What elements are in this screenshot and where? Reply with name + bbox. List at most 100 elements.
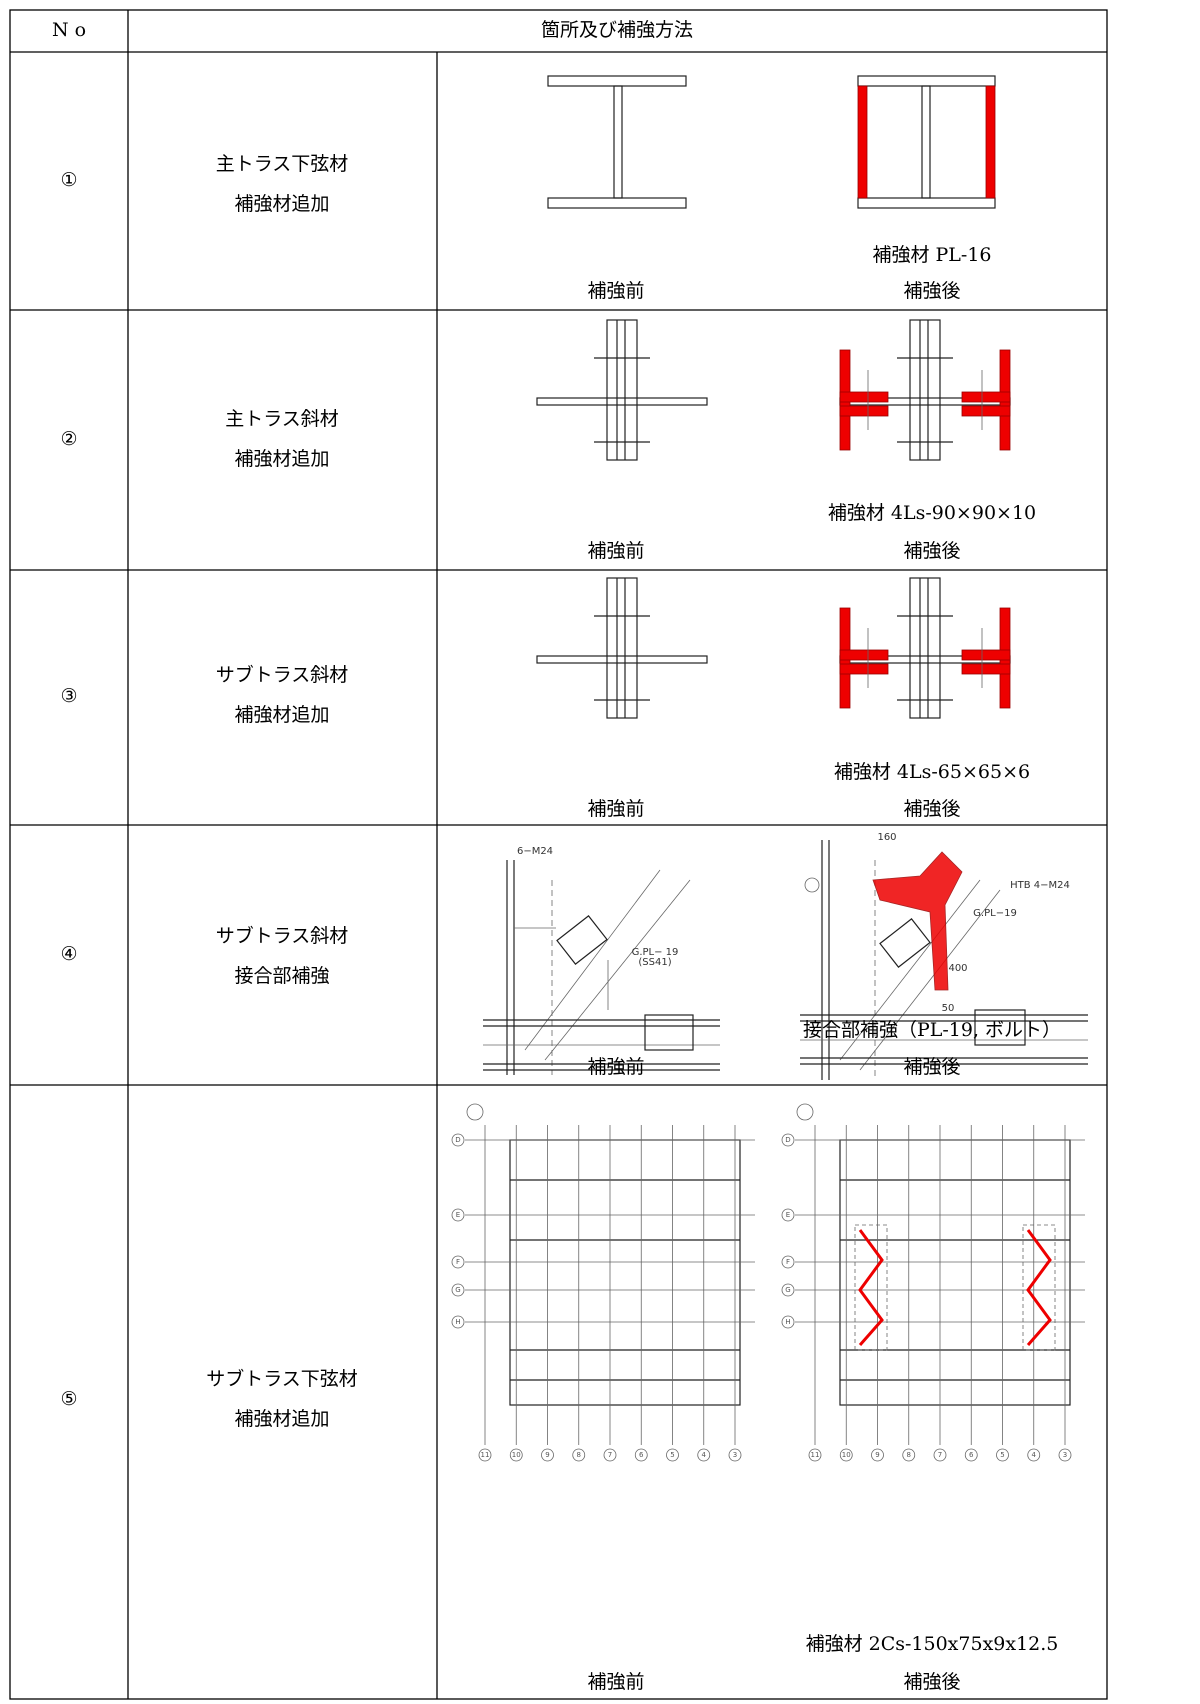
- north-mark: [466, 1103, 484, 1121]
- plan-col-label: 10: [842, 1451, 851, 1459]
- plan-col-mark: [541, 1448, 554, 1462]
- plan-col-mark: [996, 1448, 1009, 1462]
- plan-row-label: F: [456, 1258, 460, 1266]
- plan-row-mark: [781, 1315, 795, 1329]
- brace-area: [1022, 1224, 1056, 1351]
- note: 補強材 PL-16: [872, 244, 991, 266]
- plan-row-label: E: [456, 1211, 460, 1219]
- angle-red: [961, 405, 1011, 417]
- plan-col-label: 3: [733, 1451, 737, 1459]
- note: 補強材 2Cs-150x75x9x12.5: [806, 1633, 1059, 1655]
- plan-col-label: 5: [1000, 1451, 1004, 1459]
- method: 補強材追加: [234, 448, 329, 470]
- plan-col-mark: [666, 1448, 679, 1462]
- gusset: [536, 655, 708, 664]
- plan-col-mark: [697, 1448, 711, 1462]
- plan-col-label: 9: [875, 1451, 879, 1459]
- location: サブトラス下弦材: [206, 1367, 358, 1390]
- plan-row-mark: [781, 1255, 795, 1269]
- before-label: 補強前: [587, 1671, 644, 1693]
- plan-row-label: H: [455, 1318, 460, 1326]
- brace-red: [858, 1229, 884, 1346]
- row-number: ④: [60, 943, 77, 965]
- plan-row-label: D: [455, 1136, 460, 1144]
- plan-col-mark: [572, 1448, 586, 1462]
- gusset: [536, 397, 708, 406]
- plan-row-label: G: [455, 1286, 460, 1294]
- plan-row-mark: [781, 1208, 795, 1222]
- angle-red: [961, 663, 1011, 675]
- member: [606, 319, 638, 461]
- plan-grid: D E F G H 11 10 9 8 7 6 5 4 3: [781, 1103, 1085, 1462]
- location: 主トラス斜材: [225, 408, 339, 430]
- plan-row-mark: [781, 1283, 795, 1297]
- angle-red: [839, 391, 889, 403]
- row-number: ③: [60, 685, 77, 707]
- plan-col-label: 11: [481, 1451, 490, 1459]
- before-label: 補強前: [587, 798, 644, 820]
- plan-col-mark: [1058, 1448, 1072, 1462]
- note: 接合部補強（PL-19, ボルト）: [803, 1019, 1061, 1041]
- plan-col-label: 7: [938, 1451, 942, 1459]
- method: 補強材追加: [234, 1408, 329, 1430]
- brace-area: [854, 1224, 888, 1351]
- detail-label: (SS41): [638, 957, 671, 968]
- before-label: 補強前: [587, 540, 644, 562]
- before-label: 補強前: [587, 280, 644, 302]
- plan-col-mark: [871, 1448, 884, 1462]
- plan-col-mark: [1027, 1448, 1041, 1462]
- plan-row-label: G: [785, 1286, 790, 1294]
- detail-label: G.PL−19: [973, 908, 1017, 919]
- detail-label: 50: [942, 1003, 955, 1014]
- method: 補強材追加: [234, 193, 329, 215]
- plan-col-mark: [902, 1448, 916, 1462]
- row-number: ⑤: [60, 1388, 77, 1410]
- detail-label: G.PL− 19: [632, 947, 679, 958]
- table-frame: [9, 9, 1108, 1700]
- angle-red: [961, 391, 1011, 403]
- plan-col-mark: [728, 1448, 742, 1462]
- member: [909, 577, 941, 719]
- north-mark: [796, 1103, 814, 1121]
- detail-label: HTB 4−M24: [1010, 880, 1070, 891]
- angle-red: [839, 663, 889, 675]
- plan-col-mark: [808, 1448, 822, 1462]
- plan-grid: D E F G H 11 10 9 8 7 6 5 4 3: [451, 1103, 755, 1462]
- row-number: ①: [60, 169, 77, 191]
- plan-col-label: 8: [577, 1451, 581, 1459]
- plan-col-label: 8: [907, 1451, 911, 1459]
- plan-row-mark: [451, 1283, 465, 1297]
- location: サブトラス斜材: [216, 663, 349, 686]
- note: 補強材 4Ls-90×90×10: [828, 502, 1036, 524]
- plan-col-mark: [634, 1448, 648, 1462]
- plan-col-label: 11: [811, 1451, 820, 1459]
- plan-row-label: D: [785, 1136, 790, 1144]
- drawing-joint-after: [800, 840, 1088, 1080]
- plan-row-mark: [781, 1133, 795, 1147]
- plan-col-label: 3: [1063, 1451, 1067, 1459]
- plan-col-mark: [839, 1448, 853, 1462]
- plan-col-label: 10: [512, 1451, 521, 1459]
- after-label: 補強後: [903, 1056, 960, 1078]
- plan-row-mark: [451, 1208, 465, 1222]
- drawing-i-beam: [547, 75, 996, 209]
- plan-row-mark: [451, 1315, 465, 1329]
- drawing-angle: [536, 319, 1011, 461]
- plan-row-label: F: [786, 1258, 790, 1266]
- member: [606, 577, 638, 719]
- plan-row-label: H: [785, 1318, 790, 1326]
- plan-row-mark: [451, 1255, 465, 1269]
- plan-col-mark: [933, 1448, 947, 1462]
- location: 主トラス下弦材: [216, 153, 349, 175]
- after-label: 補強後: [903, 1671, 960, 1693]
- header-no: N o: [52, 19, 86, 41]
- detail-label: 400: [948, 963, 967, 974]
- plan-col-label: 9: [545, 1451, 549, 1459]
- drawing-joint-before: [483, 860, 720, 1075]
- drawing-angle: [536, 577, 1011, 719]
- brace-red: [1026, 1229, 1052, 1346]
- header-content: 箇所及び補強方法: [541, 19, 693, 41]
- angle-red: [961, 649, 1011, 661]
- plan-col-label: 6: [639, 1451, 644, 1459]
